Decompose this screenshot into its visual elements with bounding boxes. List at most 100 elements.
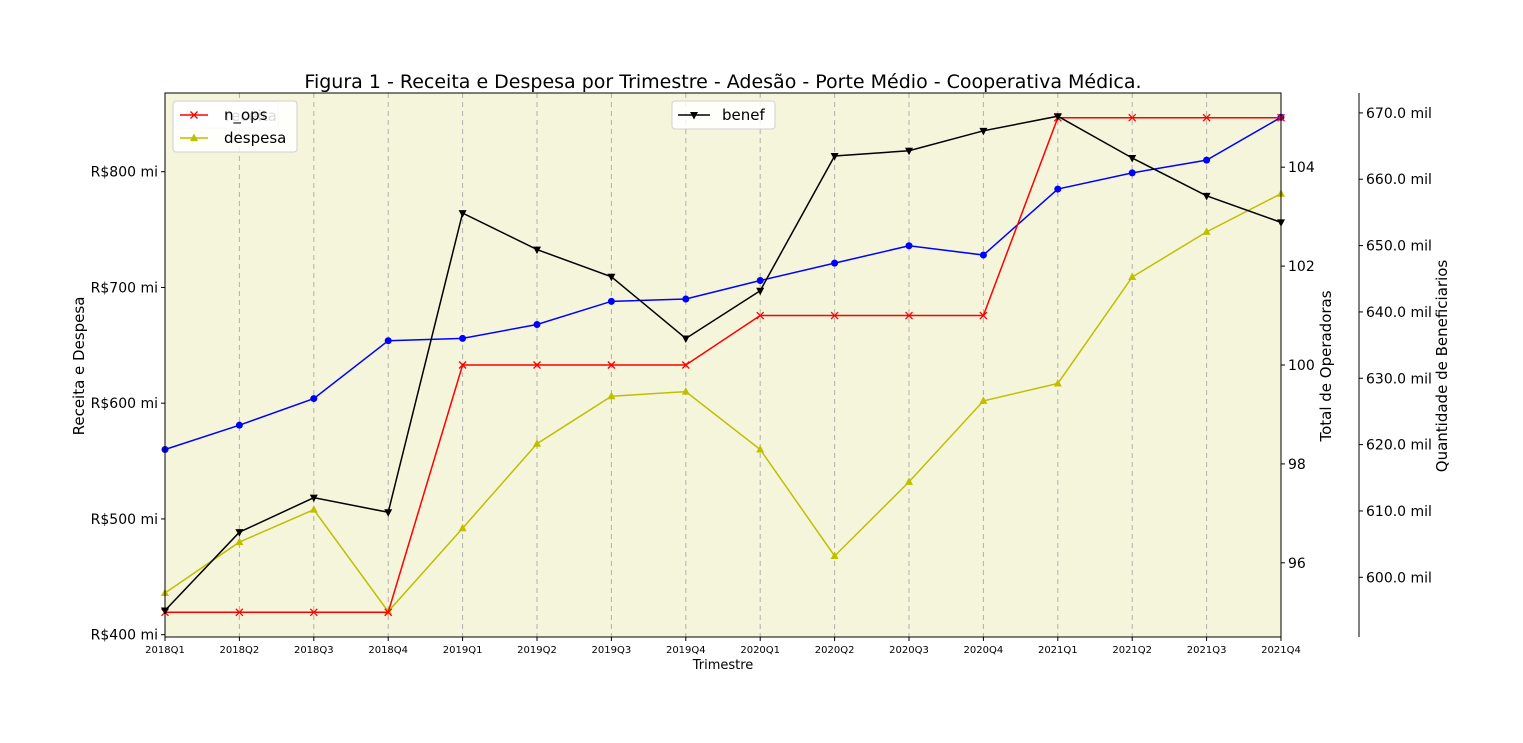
right2-y-tick-label: 600.0 mil <box>1366 570 1432 586</box>
legend-label: n_ops <box>224 106 268 125</box>
data-point <box>979 311 988 320</box>
x-axis-label: Trimestre <box>692 658 754 673</box>
left-y-tick-label: R$700 mi <box>91 280 158 296</box>
data-point <box>607 361 616 369</box>
data-point <box>1128 272 1137 281</box>
data-point <box>607 391 616 400</box>
data-point <box>309 505 318 513</box>
legend-entry-n-ops: n_ops <box>180 106 268 125</box>
series-line <box>164 116 1282 451</box>
right2-axis-label: Quantidade de Beneficiarios <box>1433 260 1451 473</box>
data-point <box>384 509 393 517</box>
data-point <box>458 210 467 218</box>
data-point <box>533 246 541 255</box>
right1-axis-label: Total de Operadoras <box>1317 290 1335 442</box>
legend-entry-despesa: despesa <box>180 129 286 147</box>
data-point <box>309 608 318 617</box>
data-point <box>1128 155 1137 163</box>
data-point <box>235 537 244 546</box>
data-point <box>979 127 988 136</box>
data-point <box>979 396 988 404</box>
legend-marker <box>690 112 698 120</box>
data-point <box>905 477 913 485</box>
data-point <box>607 297 615 305</box>
chart-title: Figura 1 - Receita e Despesa por Trimest… <box>304 71 1141 93</box>
data-point <box>756 444 765 453</box>
data-point <box>831 259 839 267</box>
data-point <box>459 334 467 342</box>
data-point <box>905 242 913 250</box>
x-tick-label: 2018Q1 <box>145 645 185 656</box>
data-point <box>905 147 913 156</box>
x-tick-label: 2021Q3 <box>1187 645 1227 656</box>
axes-layer: 2018Q1 2018Q2 2018Q3 2018Q4 2019Q1 2019Q2 2019… <box>91 106 1432 656</box>
data-point <box>1053 379 1062 387</box>
right1-y-tick-label: 102 <box>1288 259 1315 275</box>
right1-y-tick-label: 96 <box>1288 556 1306 572</box>
data-point <box>681 361 690 369</box>
data-point <box>235 529 244 537</box>
data-point <box>1128 113 1137 122</box>
data-point <box>830 153 839 161</box>
x-tick-label: 2019Q3 <box>592 645 632 656</box>
data-point <box>1202 227 1211 235</box>
data-point <box>384 337 392 345</box>
x-tick-label: 2018Q4 <box>368 645 408 656</box>
left-y-tick-label: R$800 mi <box>91 165 158 181</box>
data-point <box>235 421 243 429</box>
series-receita <box>161 113 1285 453</box>
data-point <box>533 320 541 328</box>
legend-label: benef <box>722 106 765 124</box>
data-point <box>309 494 318 503</box>
data-point <box>905 311 913 320</box>
data-point <box>1202 113 1211 122</box>
data-point <box>533 361 541 369</box>
x-tick-label: 2019Q2 <box>517 645 557 656</box>
data-point <box>830 311 839 320</box>
x-tick-label: 2020Q4 <box>964 645 1004 656</box>
data-point <box>681 335 690 343</box>
data-point <box>310 395 318 403</box>
x-tick-label: 2020Q2 <box>815 645 855 656</box>
data-point <box>682 295 690 303</box>
x-tick-label: 2019Q1 <box>443 645 483 656</box>
data-point <box>756 277 764 285</box>
left-y-tick-label: R$600 mi <box>91 396 158 412</box>
data-point <box>1054 185 1062 193</box>
right2-y-tick-label: 640.0 mil <box>1366 305 1432 321</box>
legend-marker <box>190 111 198 119</box>
right1-y-tick-label: 98 <box>1288 457 1306 473</box>
x-tick-label: 2020Q3 <box>889 645 929 656</box>
left-y-tick-label: R$500 mi <box>91 512 158 528</box>
right2-y-tick-label: 610.0 mil <box>1366 504 1432 520</box>
x-tick-label: 2018Q2 <box>220 645 260 656</box>
legend-marker <box>190 133 198 141</box>
data-point <box>756 287 765 296</box>
data-point <box>681 387 690 395</box>
right2-y-tick-label: 620.0 mil <box>1366 438 1432 454</box>
left-y-tick-label: R$400 mi <box>91 628 158 644</box>
right1-y-tick-label: 104 <box>1288 160 1315 176</box>
right2-y-tick-label: 670.0 mil <box>1366 106 1432 122</box>
legend-entry-benef: benef <box>678 106 765 124</box>
series-line <box>164 115 1282 611</box>
legend-label: despesa <box>224 129 286 147</box>
data-point <box>1053 113 1062 121</box>
right2-y-tick-label: 650.0 mil <box>1366 239 1432 255</box>
data-point <box>458 523 467 532</box>
data-point <box>533 439 541 447</box>
data-point <box>756 311 765 320</box>
right1-y-tick-label: 100 <box>1288 358 1315 374</box>
plot-background <box>165 93 1281 637</box>
left-axis-label: Receita e Despesa <box>70 297 88 436</box>
x-tick-label: 2019Q4 <box>666 645 706 656</box>
data-point <box>979 251 987 259</box>
data-point <box>830 551 839 559</box>
series-line <box>165 116 1281 614</box>
series-line <box>164 193 1282 613</box>
x-tick-label: 2021Q2 <box>1112 645 1152 656</box>
data-point <box>1128 169 1136 177</box>
